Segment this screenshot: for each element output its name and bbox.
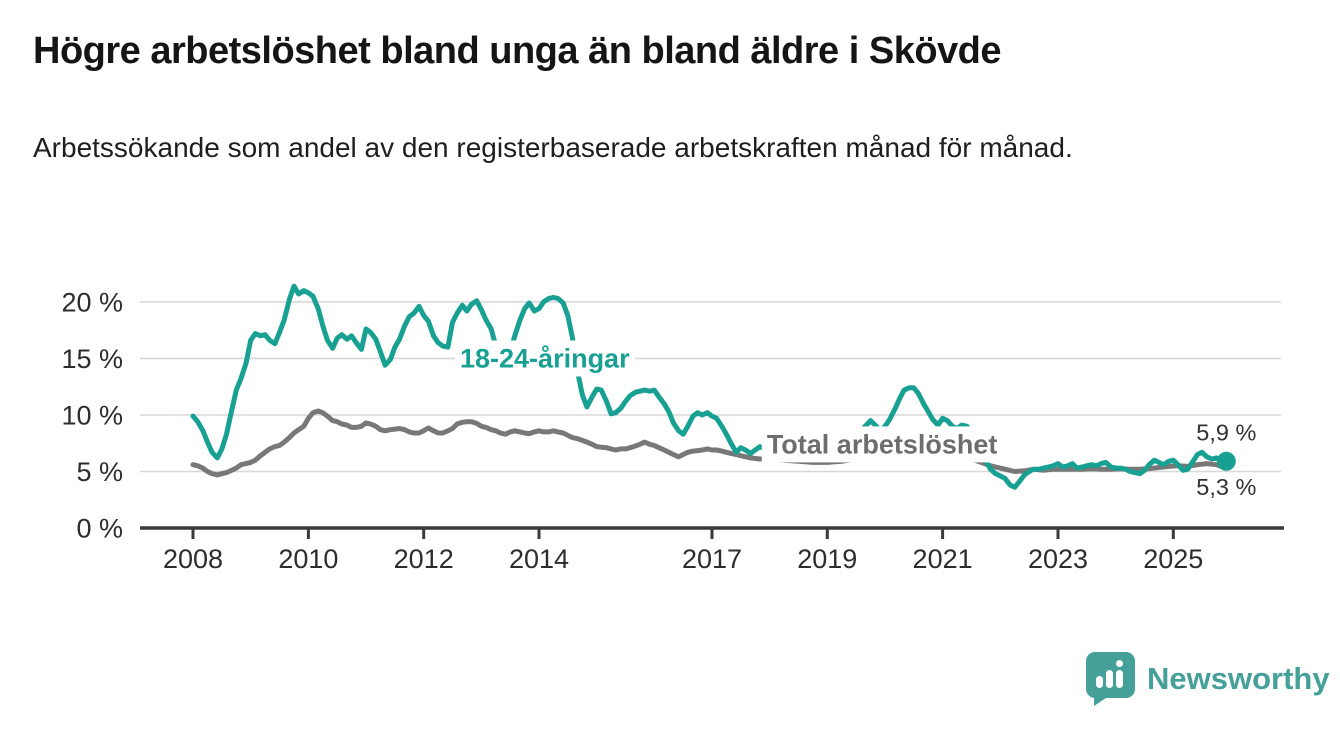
y-axis-label: 0 % (76, 514, 123, 544)
x-axis-label: 2017 (682, 544, 742, 574)
end-value-label: 5,3 % (1196, 474, 1256, 500)
x-axis-label: 2019 (797, 544, 857, 574)
logo-bar-3 (1116, 670, 1123, 688)
chart-subtitle: Arbetssökande som andel av den registerb… (33, 132, 1073, 163)
brand-name: Newsworthy (1147, 661, 1330, 696)
y-axis-label: 5 % (76, 457, 123, 487)
series-line-total (190, 408, 1229, 478)
series-line-youth (190, 283, 1229, 490)
y-axis-label: 10 % (61, 401, 123, 431)
y-axis-label: 15 % (61, 344, 123, 374)
series-end-dot (1216, 451, 1236, 471)
logo-bar-2 (1106, 670, 1113, 688)
series-label-background (455, 340, 636, 377)
y-axis-label: 20 % (61, 287, 123, 317)
x-axis-label: 2021 (913, 544, 973, 574)
logo-dot (1116, 660, 1123, 667)
chart-title: Högre arbetslöshet bland unga än bland ä… (33, 30, 1002, 72)
x-axis-label: 2023 (1028, 544, 1088, 574)
x-axis-label: 2010 (278, 544, 338, 574)
x-axis-label: 2025 (1143, 544, 1203, 574)
newsworthy-logo-icon (1086, 652, 1135, 706)
logo-bar-1 (1096, 676, 1103, 688)
x-axis-label: 2012 (394, 544, 454, 574)
end-value-label: 5,9 % (1196, 419, 1256, 445)
x-axis-label: 2014 (509, 544, 569, 574)
brand-footer: Newsworthy (1086, 652, 1330, 706)
series-label: 18-24-åringar (460, 344, 630, 374)
x-axis-label: 2008 (163, 544, 223, 574)
series-label-background (761, 426, 1003, 463)
series-label: Total arbetslöshet (767, 429, 998, 459)
